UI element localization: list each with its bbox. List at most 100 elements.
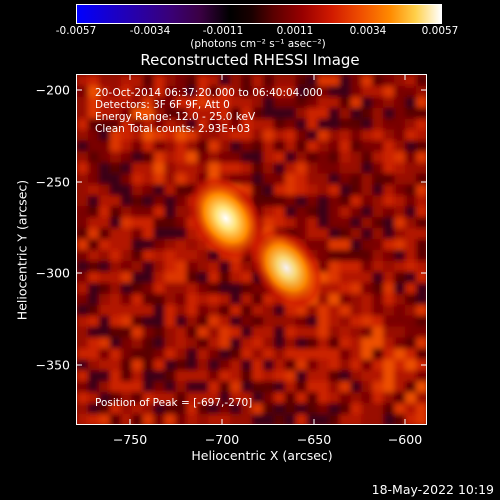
heatmap-cell xyxy=(109,414,122,424)
heatmap-cell xyxy=(230,260,243,273)
heatmap-cell xyxy=(164,271,177,284)
y-tick-label: −200 xyxy=(35,82,70,98)
heatmap-cell xyxy=(241,260,253,273)
detectors-text: Detectors: 3F 6F 9F, Att 0 xyxy=(95,99,230,111)
heatmap-cell xyxy=(273,107,286,120)
heatmap-cell xyxy=(230,414,243,424)
heatmap-cell xyxy=(175,293,188,306)
heatmap-cell xyxy=(350,206,363,219)
heatmap-cell xyxy=(120,249,133,262)
heatmap-cell xyxy=(186,282,199,295)
heatmap-cell xyxy=(251,315,264,328)
heatmap-cell xyxy=(109,337,122,350)
heatmap-cell xyxy=(350,392,363,405)
heatmap-cell xyxy=(142,260,155,273)
heatmap-cell xyxy=(197,282,210,295)
heatmap-cell xyxy=(350,348,363,361)
heatmap-cell xyxy=(262,381,275,394)
heatmap-cell xyxy=(142,239,155,251)
heatmap-cell xyxy=(262,403,275,416)
heatmap-cell xyxy=(87,107,100,120)
heatmap-cell xyxy=(416,293,426,306)
heatmap-cell xyxy=(186,228,199,241)
heatmap-cell xyxy=(175,414,188,424)
heatmap-cell xyxy=(317,392,330,405)
heatmap-cell xyxy=(295,403,308,416)
heatmap-cell xyxy=(77,206,89,219)
heatmap-cell xyxy=(306,195,319,208)
heatmap-cell xyxy=(87,315,100,328)
heatmap-cell xyxy=(405,260,418,273)
heatmap-cell xyxy=(394,381,407,394)
heatmap-cell xyxy=(219,370,232,383)
heatmap-cell xyxy=(339,348,352,361)
heatmap-cell xyxy=(219,162,232,175)
heatmap-cell xyxy=(186,85,199,98)
heatmap-cell xyxy=(197,403,210,416)
heatmap-cell xyxy=(175,326,188,339)
heatmap-cell xyxy=(120,359,133,372)
heatmap-cell xyxy=(164,151,177,164)
heatmap-cell xyxy=(153,206,166,219)
heatmap-cell xyxy=(219,304,232,317)
heatmap-cell xyxy=(273,118,286,131)
heatmap-cell xyxy=(273,85,286,98)
heatmap-cell xyxy=(208,392,221,405)
heatmap-cell xyxy=(230,392,243,405)
heatmap-cell xyxy=(361,107,374,120)
heatmap-cell xyxy=(251,85,264,98)
heatmap-cell xyxy=(317,282,330,295)
heatmap-cell xyxy=(416,96,426,109)
heatmap-cell xyxy=(328,217,341,230)
heatmap-cell xyxy=(98,75,111,87)
heatmap-cell xyxy=(350,75,363,87)
heatmap-cell xyxy=(109,217,122,230)
heatmap-cell xyxy=(109,151,122,164)
heatmap-cell xyxy=(273,392,286,405)
heatmap-cell xyxy=(164,206,177,219)
heatmap-cell xyxy=(416,162,426,175)
heatmap-cell xyxy=(164,260,177,273)
heatmap-cell xyxy=(284,184,297,197)
heatmap-cell xyxy=(317,173,330,186)
heatmap-cell xyxy=(87,239,100,251)
heatmap-cell xyxy=(219,293,232,306)
heatmap-cell xyxy=(306,151,319,164)
heatmap-cell xyxy=(262,392,275,405)
heatmap-cell xyxy=(230,151,243,164)
heatmap-cell xyxy=(273,75,286,87)
heatmap-cell xyxy=(317,315,330,328)
heatmap-cell xyxy=(131,75,144,87)
heatmap-cell xyxy=(251,381,264,394)
heatmap-cell xyxy=(142,414,155,424)
heatmap-cell xyxy=(251,403,264,416)
heatmap-cell xyxy=(77,359,89,372)
heatmap-cell xyxy=(394,271,407,284)
heatmap-cell xyxy=(175,271,188,284)
heatmap-cell xyxy=(131,217,144,230)
heatmap-cell xyxy=(241,337,253,350)
heatmap-cell xyxy=(372,118,385,131)
heatmap-cell xyxy=(328,206,341,219)
heatmap-cell xyxy=(262,85,275,98)
heatmap-cell xyxy=(262,315,275,328)
heatmap-cell xyxy=(77,348,89,361)
heatmap-cell xyxy=(87,206,100,219)
heatmap-cell xyxy=(328,315,341,328)
heatmap-cell xyxy=(186,326,199,339)
heatmap-cell xyxy=(142,107,155,120)
heatmap-cell xyxy=(361,239,374,251)
heatmap-cell xyxy=(175,129,188,142)
heatmap-cell xyxy=(77,337,89,350)
heatmap-cell xyxy=(131,304,144,317)
heatmap-cell xyxy=(416,326,426,339)
heatmap-cell xyxy=(251,370,264,383)
heatmap-cell xyxy=(262,140,275,153)
heatmap-cell xyxy=(175,359,188,372)
heatmap-cell xyxy=(361,370,374,383)
heatmap-cell xyxy=(120,129,133,142)
heatmap-cell xyxy=(219,107,232,120)
heatmap-cell xyxy=(328,271,341,284)
heatmap-cell xyxy=(317,260,330,273)
heatmap-cell xyxy=(372,85,385,98)
